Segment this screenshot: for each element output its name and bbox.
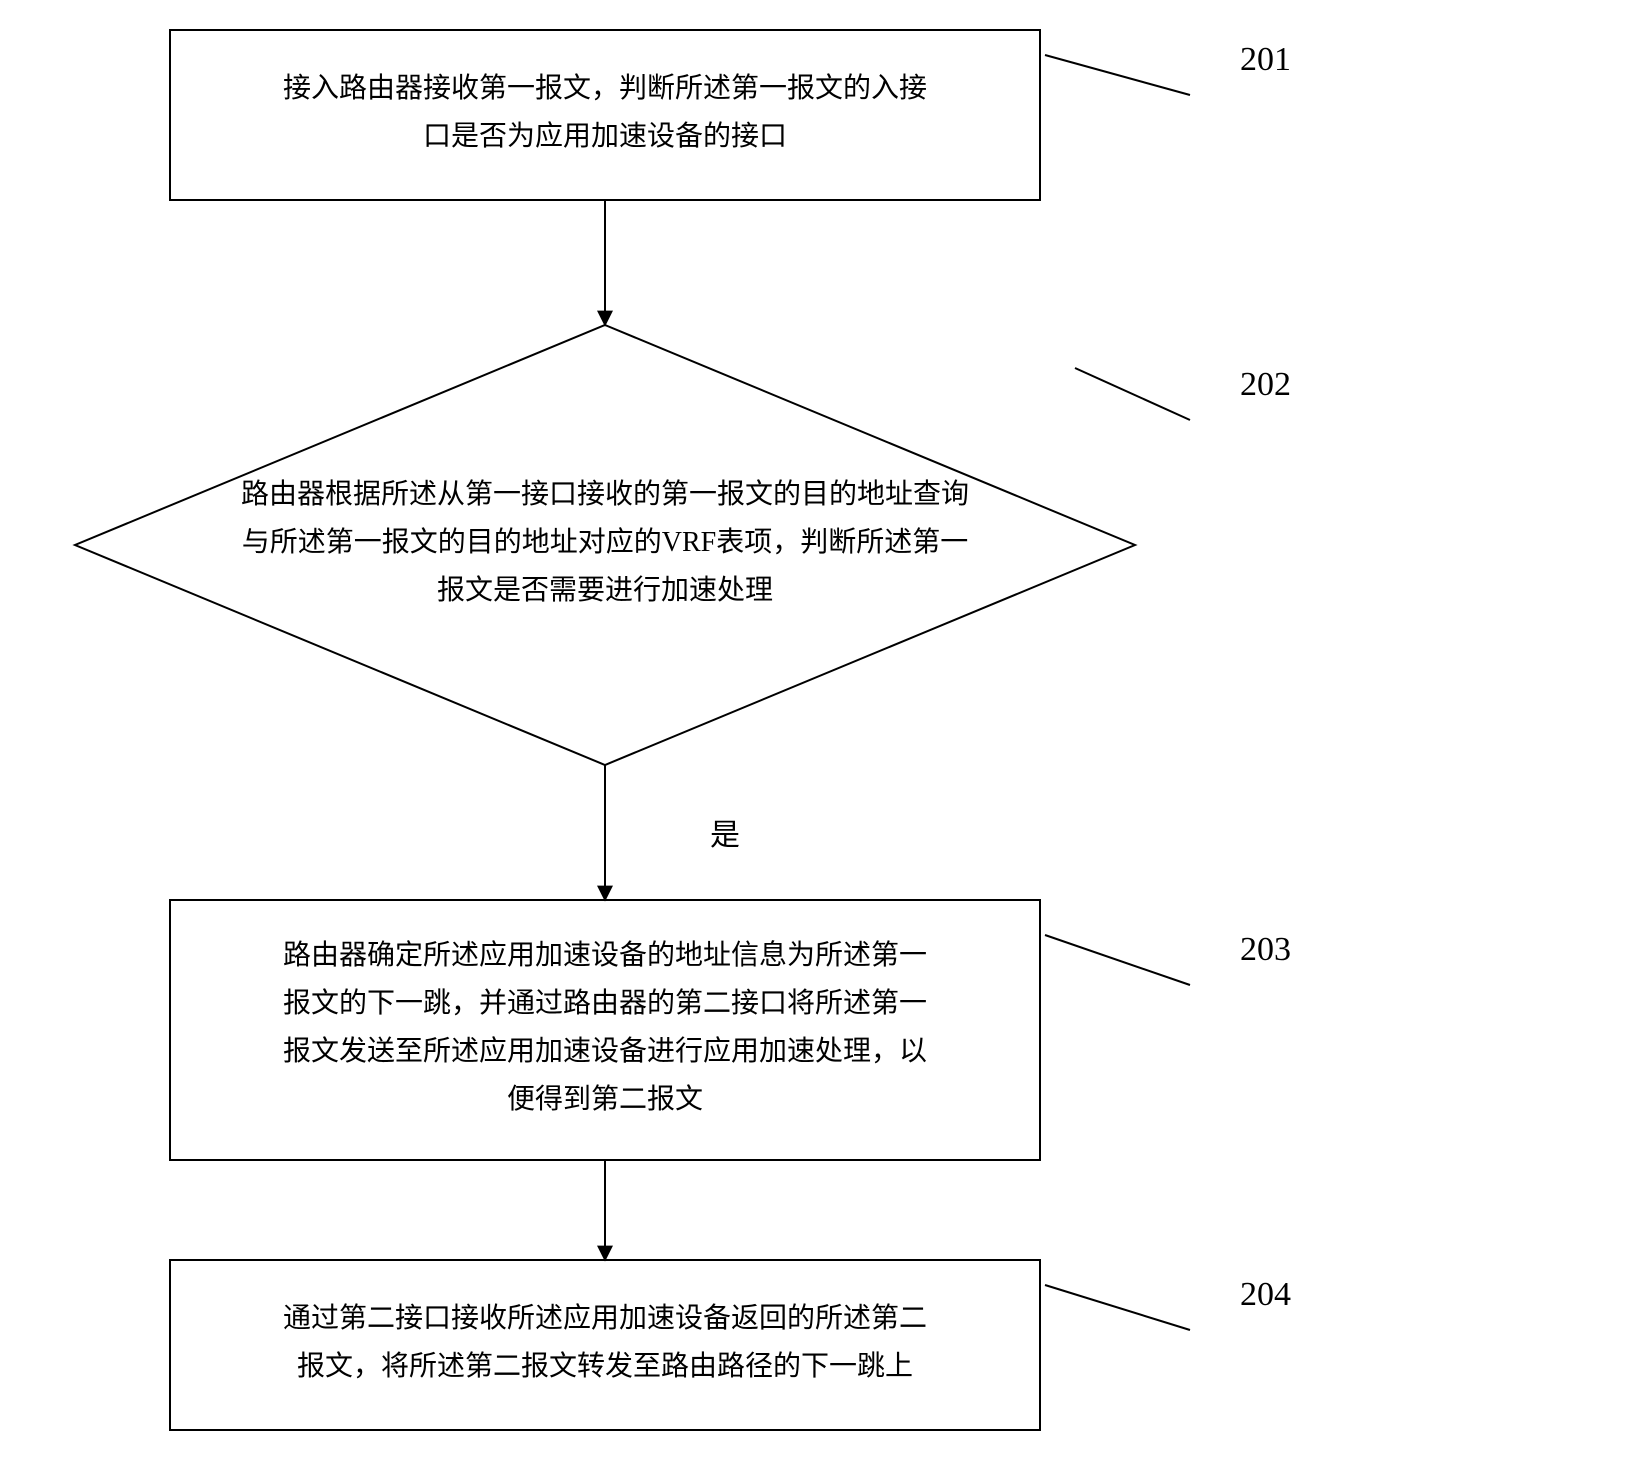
label-n201: 201: [1240, 41, 1291, 78]
edge-label-e2: 是: [710, 819, 740, 852]
label-n204: 204: [1240, 1276, 1291, 1313]
label-n203: 203: [1240, 931, 1291, 968]
label-n202: 202: [1240, 366, 1291, 403]
